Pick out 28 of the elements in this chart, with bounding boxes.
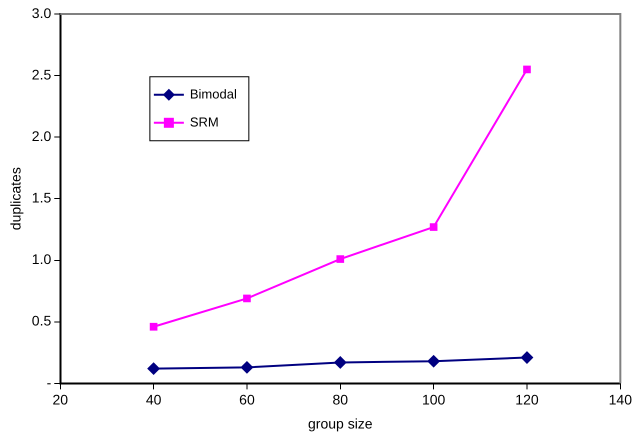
x-tick-label: 40 (146, 392, 162, 408)
point (428, 355, 440, 368)
y-tick-label: 2.5 (32, 66, 52, 82)
x-tick-label: 60 (239, 392, 255, 408)
x-tick-label: 100 (422, 392, 446, 408)
point (243, 294, 251, 302)
x-tick-label: 140 (608, 392, 632, 408)
x-axis-title: group size (308, 415, 373, 432)
y-tick-label: 1.5 (32, 190, 52, 206)
legend-label: SRM (190, 114, 219, 130)
legend-label: Bimodal (190, 86, 237, 102)
point (334, 356, 346, 368)
y-tick-label: 3.0 (32, 4, 52, 21)
y-tick-label: 2.0 (32, 128, 52, 144)
point (150, 322, 158, 331)
x-tick-label: 120 (515, 392, 539, 408)
y-tick-label: 0.5 (32, 312, 52, 329)
point (520, 352, 533, 364)
point (336, 255, 344, 263)
point (240, 361, 253, 374)
x-tick-label: 20 (52, 392, 68, 408)
x-tick-label: 80 (332, 392, 348, 408)
point (430, 223, 438, 231)
point (148, 362, 160, 375)
point (523, 66, 531, 74)
y-tick-label: - (46, 374, 52, 390)
y-axis-title: duplicates (7, 167, 24, 230)
y-tick-label: 1.0 (32, 251, 52, 268)
